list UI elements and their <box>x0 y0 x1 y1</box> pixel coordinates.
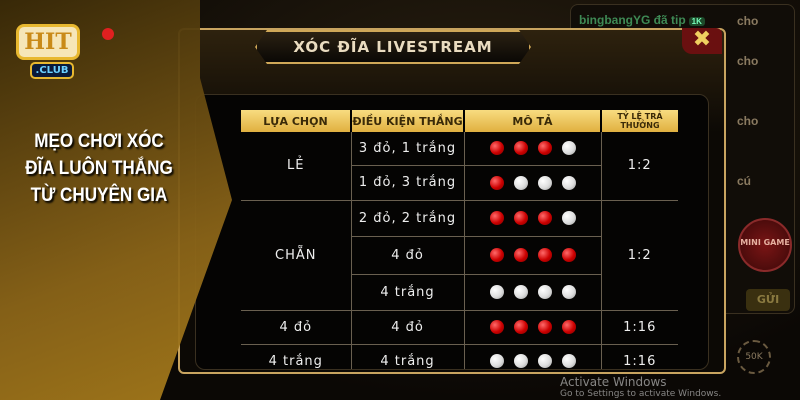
white-ball-icon <box>537 175 552 190</box>
chat-line: cho <box>737 114 759 128</box>
tip-badge: 1K <box>688 17 705 26</box>
chip-50k[interactable]: 50K <box>737 340 771 374</box>
white-ball-icon <box>561 211 576 225</box>
description-cell <box>463 235 601 275</box>
header-condition: ĐIỀU KIỆN THẮNG <box>351 110 465 132</box>
table-row: 1 đỏ, 3 trắng <box>241 164 678 201</box>
red-ball-icon <box>561 248 576 262</box>
table-row: 4 trắng <box>241 273 678 311</box>
choice-cell: 4 đỏ <box>241 309 352 345</box>
condition-cell: 4 đỏ <box>350 309 465 345</box>
condition-cell: 2 đỏ, 2 trắng <box>350 199 465 237</box>
condition-cell: 4 trắng <box>351 273 465 311</box>
red-ball-icon <box>489 211 504 225</box>
chat-line: cú <box>737 174 752 188</box>
logo-club: .CLUB <box>30 62 74 79</box>
white-ball-icon <box>537 285 552 299</box>
red-ball-icon <box>537 211 552 225</box>
header-payout: TỶ LỆ TRẢ THƯỞNG <box>601 110 678 132</box>
white-ball-icon <box>561 141 576 156</box>
red-ball-icon <box>561 320 576 334</box>
white-ball-icon <box>513 285 528 299</box>
choice-cell: 4 trắng <box>241 343 352 369</box>
condition-cell: 4 đỏ <box>351 235 465 275</box>
payout-cell: 1:2 <box>600 132 678 201</box>
choice-cell: CHẴN <box>241 199 352 311</box>
white-ball-icon <box>561 285 576 299</box>
white-ball-icon <box>561 175 576 190</box>
red-ball-icon <box>537 248 552 262</box>
mini-game-button[interactable]: MINI GAME <box>738 218 792 272</box>
red-ball-icon <box>489 320 504 334</box>
chat-line: cho <box>737 54 759 68</box>
choice-cell: LẺ <box>241 132 352 201</box>
header-description: MÔ TẢ <box>464 110 602 132</box>
article-headline: MẸO CHƠI XÓC ĐĨA LUÔN THẮNG TỪ CHUYÊN GI… <box>25 131 173 206</box>
tip-text: bingbangYG đã tip <box>579 13 686 27</box>
description-cell <box>463 199 602 237</box>
table-row: 4 trắng 4 trắng 1:16 <box>241 343 678 369</box>
payout-table: LỰA CHỌN ĐIỀU KIỆN THẮNG MÔ TẢ TỶ LỆ TRẢ… <box>241 110 678 369</box>
payout-cell: 1:16 <box>600 343 678 369</box>
close-icon[interactable]: ✖ <box>682 28 722 54</box>
red-ball-icon <box>513 141 528 156</box>
white-ball-icon <box>513 354 528 368</box>
red-ball-icon <box>537 320 552 334</box>
red-ball-icon <box>513 211 528 225</box>
payout-cell: 1:16 <box>600 309 678 345</box>
watermark-title: Activate Windows <box>560 375 667 389</box>
white-ball-icon <box>537 354 552 368</box>
logo-text: HIT <box>16 24 80 60</box>
table-row: 4 đỏ 4 đỏ 1:16 <box>241 309 678 345</box>
white-ball-icon <box>489 285 504 299</box>
header-choice: LỰA CHỌN <box>241 110 352 132</box>
hitclub-logo: HIT .CLUB <box>10 10 114 82</box>
white-ball-icon <box>489 354 504 368</box>
red-ball-icon <box>489 175 504 190</box>
red-ball-icon <box>513 248 528 262</box>
rules-panel: LỰA CHỌN ĐIỀU KIỆN THẮNG MÔ TẢ TỶ LỆ TRẢ… <box>195 94 709 370</box>
red-ball-icon <box>537 141 552 156</box>
chat-line: cho <box>737 14 759 28</box>
dialog-title: XÓC ĐĨA LIVESTREAM <box>255 30 531 64</box>
white-ball-icon <box>513 175 528 190</box>
lever-ball-icon <box>102 28 114 40</box>
red-ball-icon <box>513 320 528 334</box>
description-cell <box>463 343 602 369</box>
watermark-sub: Go to Settings to activate Windows. <box>560 389 722 399</box>
table-row: CHẴN 2 đỏ, 2 trắng 1:2 <box>241 199 678 311</box>
send-button[interactable]: GỬI <box>746 289 790 311</box>
description-cell <box>463 164 601 201</box>
table-row: LẺ 3 đỏ, 1 trắng 1:2 <box>241 132 678 201</box>
description-cell <box>463 309 602 345</box>
payout-cell: 1:2 <box>600 199 678 311</box>
description-cell <box>463 273 601 311</box>
chat-tip-line: bingbangYG đã tip 1K <box>579 13 705 27</box>
red-ball-icon <box>489 248 504 262</box>
description-cell <box>463 132 602 166</box>
condition-cell: 4 trắng <box>350 343 465 369</box>
red-ball-icon <box>489 141 504 156</box>
condition-cell: 1 đỏ, 3 trắng <box>351 164 465 201</box>
white-ball-icon <box>561 354 576 368</box>
condition-cell: 3 đỏ, 1 trắng <box>350 132 465 166</box>
windows-watermark: Activate Windows Go to Settings to activ… <box>560 376 721 400</box>
